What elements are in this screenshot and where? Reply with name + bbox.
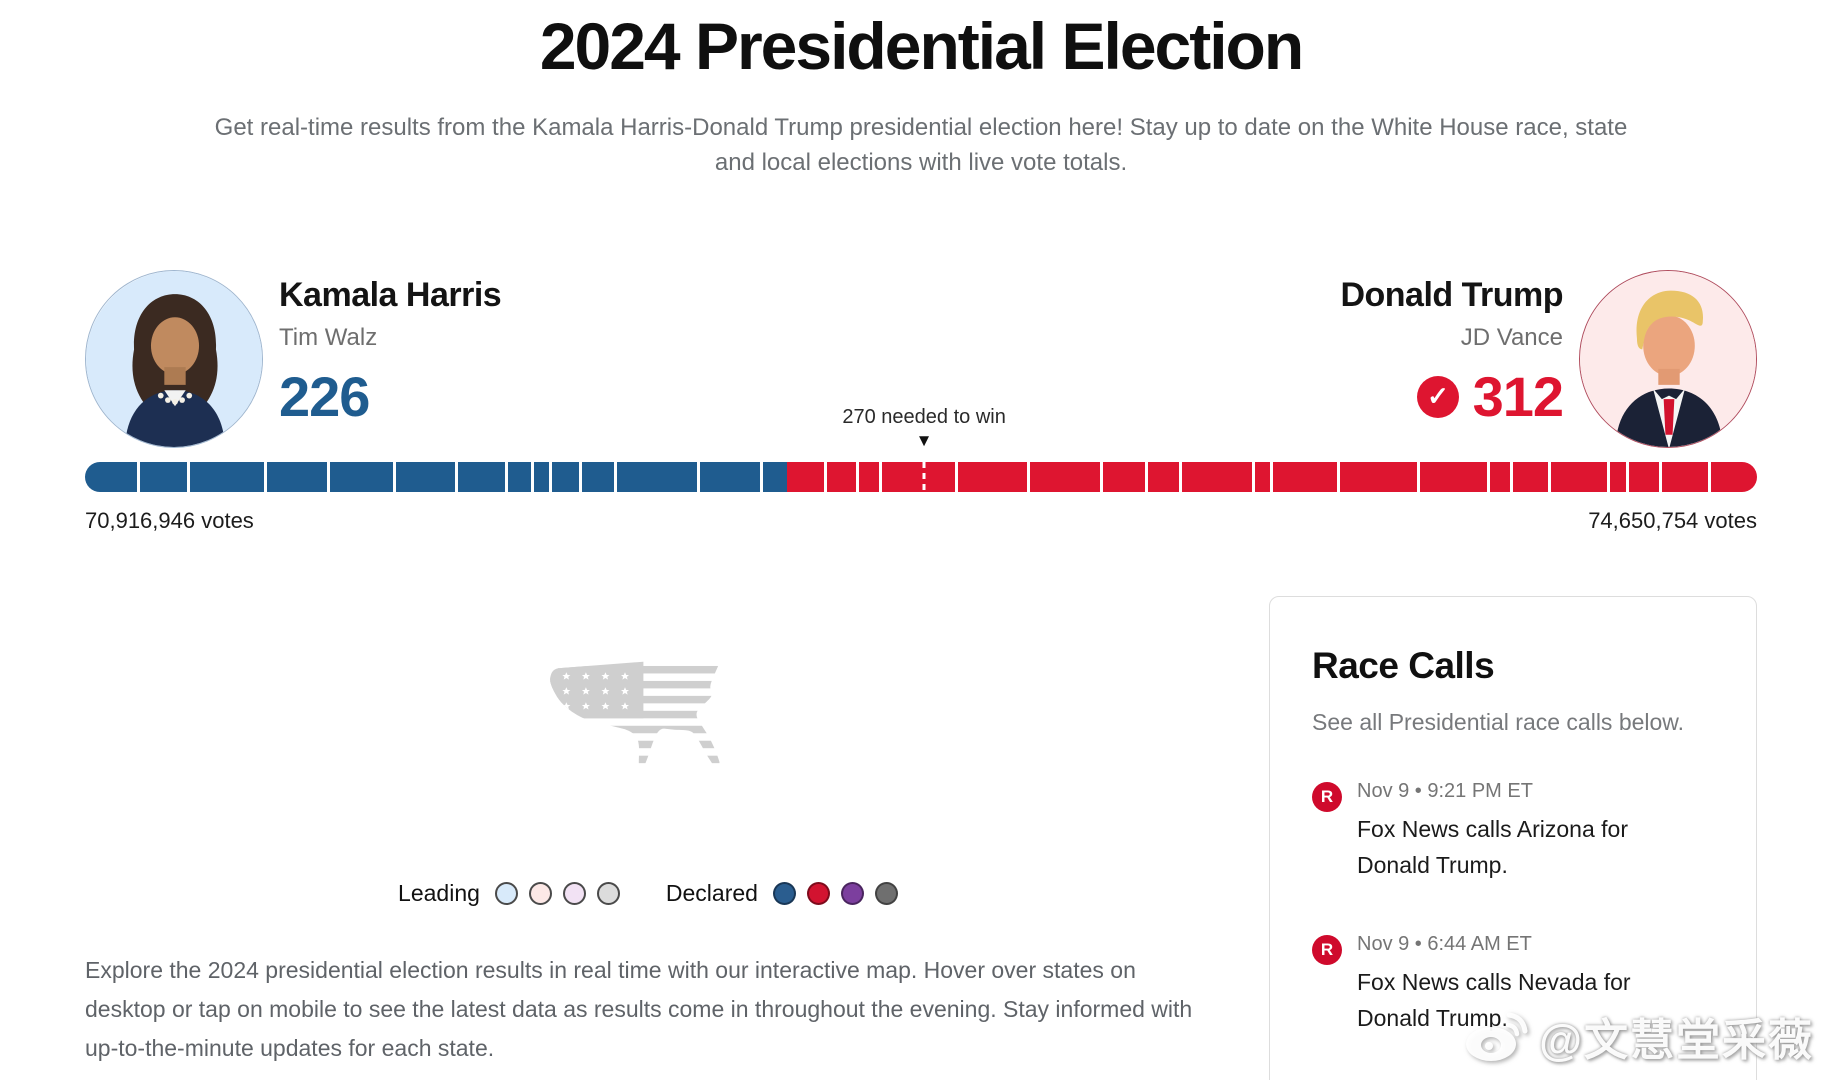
map-description: Explore the 2024 presidential election r… — [85, 957, 1193, 1061]
race-call-time: Nov 9 • 6:44 AM ET — [1357, 933, 1532, 955]
legend-swatch — [806, 882, 830, 905]
legend-swatch — [840, 882, 864, 905]
race-calls-title: Race Calls — [1312, 645, 1495, 686]
race-calls-subtitle: See all Presidential race calls below. — [1312, 709, 1685, 735]
race-call-time: Nov 9 • 9:21 PM ET — [1357, 780, 1533, 802]
page-subtitle: Get real-time results from the Kamala Ha… — [214, 114, 1628, 176]
race-call-text: Fox News calls Arizona for Donald Trump. — [1357, 816, 1628, 878]
legend-declared-swatches — [772, 882, 898, 905]
winner-check-icon: ✓ — [1416, 375, 1459, 418]
harris-portrait — [86, 271, 262, 447]
harris-name: Kamala Harris — [279, 276, 502, 314]
map-legend: Leading Declared — [85, 880, 1211, 907]
republican-badge-icon: R — [1312, 782, 1342, 812]
legend-leading-swatches — [494, 882, 620, 905]
harris-electoral-votes: 226 — [279, 365, 370, 428]
us-flag-map-icon — [550, 661, 722, 764]
harris-popular-votes: 70,916,946 votes — [85, 508, 254, 533]
republican-badge-icon: R — [1312, 935, 1342, 965]
candidate-harris: Kamala Harris Tim Walz 226 — [85, 270, 517, 448]
legend-swatch — [494, 882, 518, 905]
legend-swatch — [772, 882, 796, 905]
needed-threshold-line — [922, 462, 926, 492]
trump-running-mate: JD Vance — [1460, 324, 1563, 351]
legend-swatch — [874, 882, 898, 905]
legend-swatch — [596, 882, 620, 905]
trump-avatar — [1579, 270, 1757, 448]
us-map-placeholder[interactable] — [533, 644, 763, 788]
page-title: 2024 Presidential Election — [539, 9, 1304, 83]
candidate-trump: Donald Trump JD Vance ✓ 312 — [1324, 270, 1757, 448]
race-call-item: R Nov 9 • 9:21 PM ET Fox News calls Ariz… — [1312, 780, 1714, 883]
harris-running-mate: Tim Walz — [279, 324, 378, 351]
legend-declared-label: Declared — [665, 880, 758, 906]
needed-to-win-label: 270 needed to win — [842, 406, 1006, 428]
trump-electoral-votes: 312 — [1472, 365, 1564, 428]
marker-triangle-icon: ▼ — [915, 431, 933, 450]
trump-name: Donald Trump — [1340, 276, 1563, 314]
legend-swatch — [562, 882, 586, 905]
race-calls-list: R Nov 9 • 9:21 PM ET Fox News calls Ariz… — [1312, 780, 1714, 1080]
race-call-text: Fox News calls Nevada for Donald Trump. — [1357, 969, 1631, 1031]
trump-popular-votes: 74,650,754 votes — [1588, 508, 1757, 533]
needed-to-win-marker: 270 needed to win ▼ — [842, 406, 1005, 450]
race-calls-panel: Race Calls See all Presidential race cal… — [1269, 596, 1757, 1080]
trump-portrait — [1580, 271, 1756, 447]
legend-swatch — [528, 882, 552, 905]
race-call-item: R Nov 9 • 6:44 AM ET Fox News calls Neva… — [1312, 933, 1714, 1036]
electoral-scoreboard: Kamala Harris Tim Walz 226 270 needed to… — [85, 270, 1757, 450]
electoral-vote-bar[interactable] — [85, 462, 1757, 492]
harris-avatar — [85, 270, 263, 448]
legend-leading-label: Leading — [398, 880, 480, 906]
